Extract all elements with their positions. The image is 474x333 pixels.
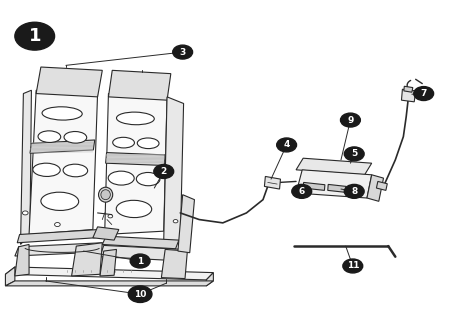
Polygon shape: [36, 67, 102, 97]
Text: 4: 4: [283, 141, 290, 150]
Polygon shape: [206, 273, 213, 286]
Text: 11: 11: [346, 261, 359, 270]
Circle shape: [15, 22, 55, 50]
Polygon shape: [178, 195, 194, 253]
Polygon shape: [161, 249, 187, 279]
Text: 8: 8: [351, 187, 357, 196]
Ellipse shape: [113, 137, 135, 148]
Circle shape: [154, 165, 173, 178]
Text: 2: 2: [161, 167, 167, 176]
Polygon shape: [100, 245, 185, 261]
Text: 3: 3: [180, 48, 186, 57]
Circle shape: [173, 45, 192, 59]
Polygon shape: [5, 267, 15, 286]
Circle shape: [173, 219, 178, 223]
Ellipse shape: [137, 138, 159, 149]
Polygon shape: [20, 90, 31, 244]
Ellipse shape: [117, 112, 154, 125]
Polygon shape: [296, 170, 372, 198]
Ellipse shape: [33, 163, 60, 176]
Text: 1: 1: [28, 27, 41, 45]
Ellipse shape: [137, 172, 160, 186]
Polygon shape: [404, 86, 413, 92]
Polygon shape: [102, 236, 179, 249]
Ellipse shape: [101, 190, 110, 200]
Ellipse shape: [42, 107, 82, 120]
Circle shape: [108, 214, 113, 218]
Polygon shape: [109, 70, 171, 100]
Ellipse shape: [116, 200, 152, 217]
Polygon shape: [5, 267, 213, 280]
Circle shape: [277, 138, 297, 152]
Polygon shape: [376, 181, 387, 190]
Polygon shape: [303, 182, 325, 190]
Polygon shape: [100, 249, 117, 276]
Text: 6: 6: [299, 187, 305, 196]
Text: 9: 9: [347, 116, 354, 125]
Text: 5: 5: [351, 150, 357, 159]
Text: 7: 7: [420, 89, 427, 98]
Circle shape: [344, 147, 364, 161]
Ellipse shape: [64, 132, 87, 143]
Circle shape: [344, 184, 364, 198]
Circle shape: [343, 259, 363, 273]
Polygon shape: [15, 244, 29, 276]
Text: 1: 1: [137, 256, 143, 265]
Polygon shape: [93, 227, 119, 240]
Polygon shape: [106, 153, 165, 166]
Ellipse shape: [99, 187, 113, 202]
Polygon shape: [30, 140, 95, 153]
Polygon shape: [296, 158, 372, 175]
Text: 10: 10: [134, 290, 146, 299]
Circle shape: [128, 286, 152, 302]
Polygon shape: [105, 94, 167, 234]
Ellipse shape: [63, 164, 88, 177]
Polygon shape: [164, 97, 183, 243]
Polygon shape: [72, 243, 102, 276]
Polygon shape: [5, 281, 213, 286]
Ellipse shape: [108, 171, 134, 185]
Circle shape: [414, 87, 434, 101]
Polygon shape: [15, 243, 102, 256]
Polygon shape: [401, 89, 416, 102]
Circle shape: [22, 211, 28, 215]
Ellipse shape: [41, 192, 79, 210]
Polygon shape: [29, 90, 98, 234]
Polygon shape: [367, 175, 383, 201]
Circle shape: [292, 184, 312, 198]
Ellipse shape: [38, 131, 61, 143]
Polygon shape: [264, 176, 281, 189]
Circle shape: [55, 222, 60, 226]
Polygon shape: [328, 184, 346, 192]
Circle shape: [340, 113, 360, 127]
Circle shape: [130, 254, 150, 268]
Polygon shape: [17, 229, 99, 243]
